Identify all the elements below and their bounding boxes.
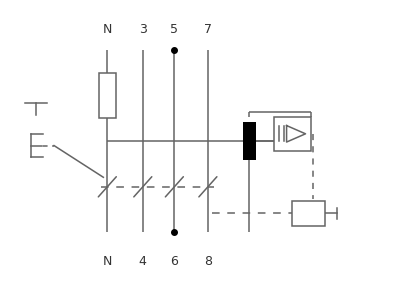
Bar	[99, 74, 116, 118]
Text: 5: 5	[170, 23, 178, 36]
Text: 6: 6	[170, 255, 178, 268]
Text: 8: 8	[204, 255, 212, 268]
Text: 7: 7	[204, 23, 212, 36]
Bar	[274, 117, 312, 151]
Text: N: N	[103, 255, 112, 268]
Text: 3: 3	[139, 23, 147, 36]
Text: 4: 4	[139, 255, 147, 268]
Text: N: N	[103, 23, 112, 36]
Bar	[292, 201, 325, 226]
Bar	[243, 122, 256, 160]
